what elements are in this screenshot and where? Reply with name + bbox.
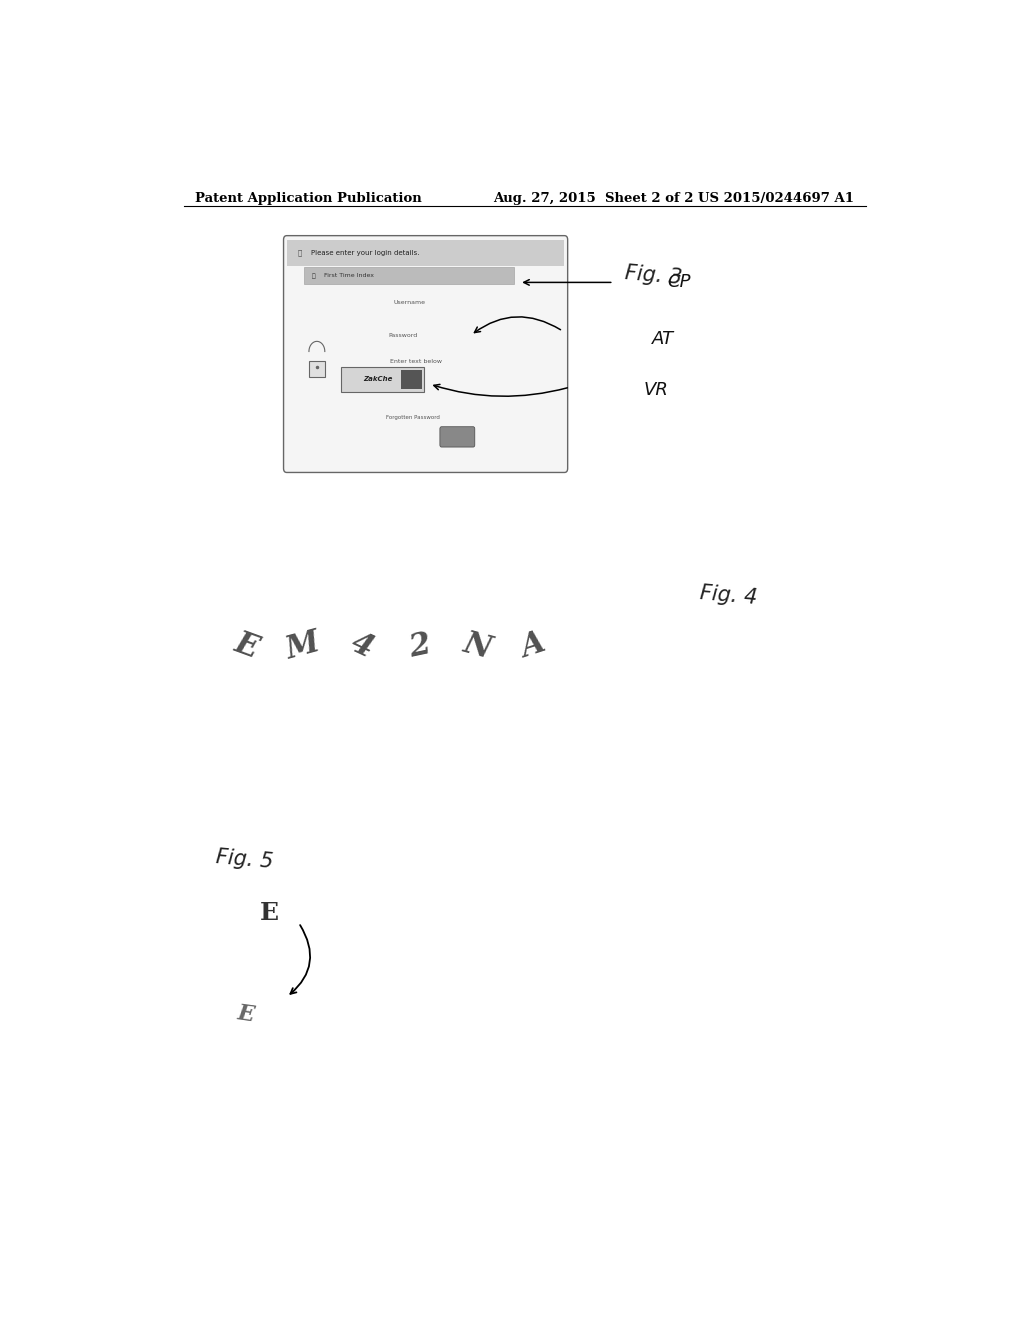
Text: Username: Username xyxy=(394,300,426,305)
Text: Enter text below: Enter text below xyxy=(390,359,442,364)
Text: Fig. 4: Fig. 4 xyxy=(699,583,759,609)
FancyBboxPatch shape xyxy=(284,236,567,473)
Text: E: E xyxy=(260,900,279,924)
Text: 4: 4 xyxy=(346,628,378,665)
Text: M: M xyxy=(283,627,323,665)
Text: A: A xyxy=(517,628,549,665)
Text: ⛹: ⛹ xyxy=(298,249,302,256)
Text: Fig. 5: Fig. 5 xyxy=(215,847,274,873)
Text: E: E xyxy=(236,1002,255,1026)
Text: N: N xyxy=(460,628,495,665)
Text: VR: VR xyxy=(644,381,669,399)
Bar xyxy=(400,370,422,389)
Text: ⛹: ⛹ xyxy=(312,273,315,279)
FancyBboxPatch shape xyxy=(440,426,475,447)
Bar xyxy=(309,360,325,378)
Text: Fig. 3: Fig. 3 xyxy=(624,263,683,288)
Bar xyxy=(341,367,424,392)
Text: CP: CP xyxy=(668,273,691,292)
Text: Aug. 27, 2015  Sheet 2 of 2: Aug. 27, 2015 Sheet 2 of 2 xyxy=(494,191,693,205)
Text: E: E xyxy=(230,628,263,665)
Text: Forgotten Password: Forgotten Password xyxy=(386,414,439,420)
Text: AT: AT xyxy=(652,330,674,348)
Text: Patent Application Publication: Patent Application Publication xyxy=(196,191,422,205)
Text: ZakChe: ZakChe xyxy=(364,376,393,383)
Text: US 2015/0244697 A1: US 2015/0244697 A1 xyxy=(698,191,854,205)
Text: Password: Password xyxy=(388,333,418,338)
Text: First Time Index: First Time Index xyxy=(324,273,374,279)
Bar xyxy=(304,267,514,284)
Text: 2: 2 xyxy=(407,628,433,664)
Text: Please enter your login details.: Please enter your login details. xyxy=(310,249,419,256)
Bar xyxy=(287,240,564,267)
